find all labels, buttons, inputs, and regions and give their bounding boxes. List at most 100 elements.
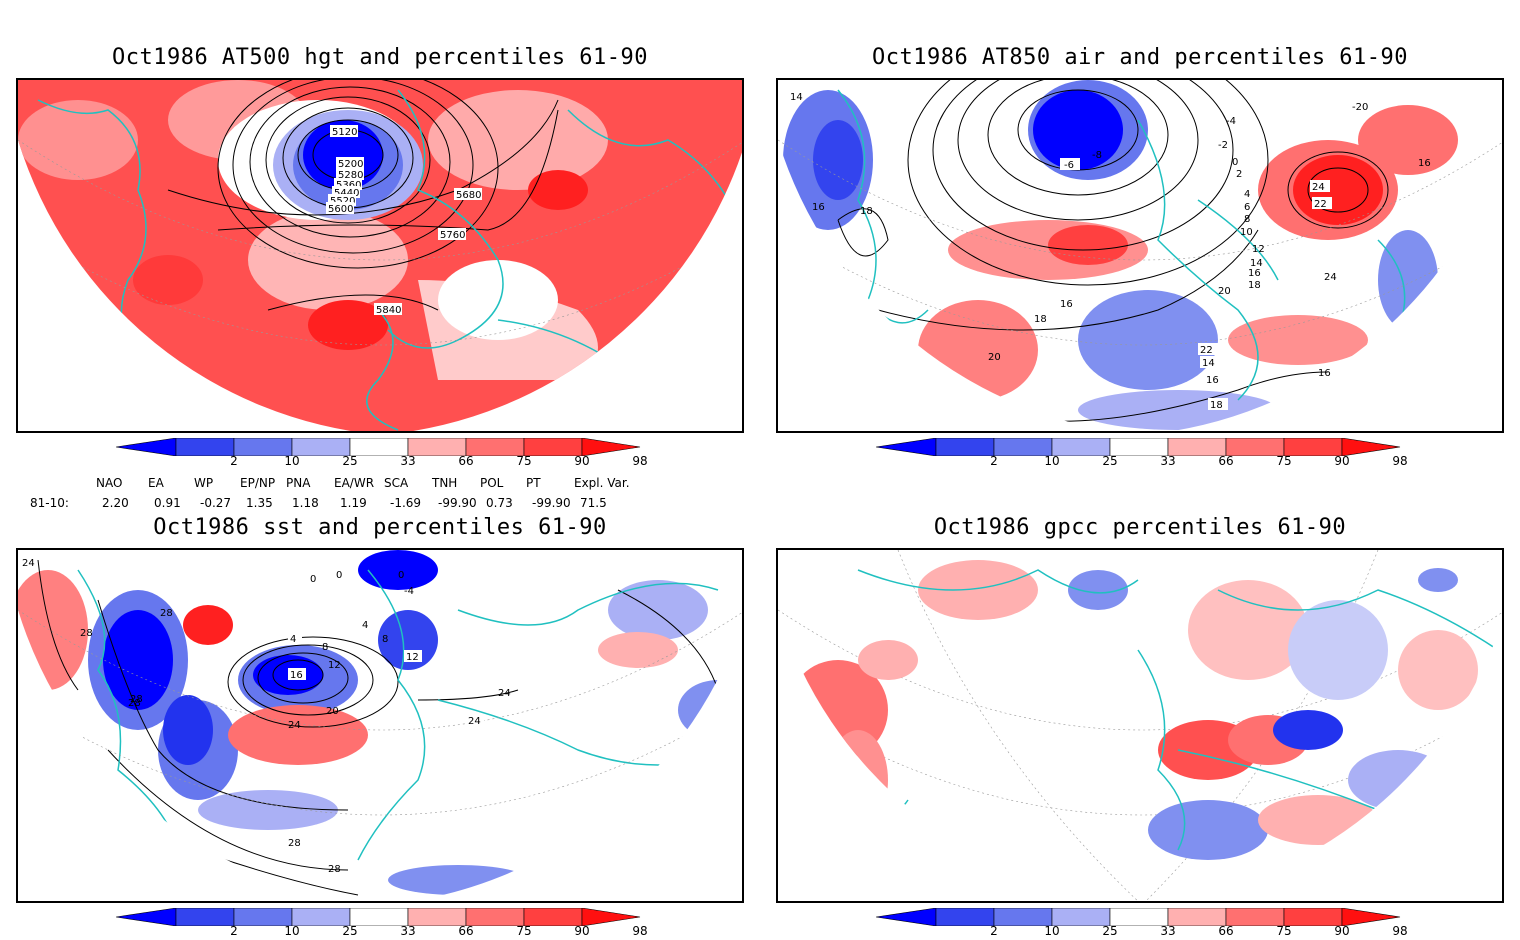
contour-label: 20 [988, 352, 1001, 363]
contour-label: 12 [406, 652, 419, 663]
map-hgt-svg: 5120 5200 5280 5360 5440 5520 5600 5680 … [18, 80, 742, 431]
index-value-cell: 1.35 [246, 496, 273, 510]
contour-label: 8 [382, 634, 388, 645]
colorbar-arrow-low [116, 438, 177, 456]
contour-label: 24 [468, 716, 481, 727]
colorbar-tick-label: 98 [632, 924, 648, 938]
contour-label: 5680 [456, 190, 481, 201]
colorbar-tick-label: 10 [284, 454, 300, 468]
colorbar-tick-label: 90 [1334, 454, 1350, 468]
colorbar-segment [291, 438, 351, 456]
contour-label: 16 [1060, 299, 1073, 310]
contour-label: 5840 [376, 305, 401, 316]
colorbar-tick-label: 75 [516, 454, 532, 468]
colorbar-tick-label: 66 [458, 924, 474, 938]
colorbar-segment [233, 438, 293, 456]
colorbar-tick-label: 90 [574, 924, 590, 938]
colorbar-segment [1051, 438, 1111, 456]
contour-label: 18 [860, 206, 873, 217]
colorbar-segment [465, 438, 525, 456]
map-gpcc-svg [778, 550, 1502, 901]
panel-title-air: Oct1986 AT850 air and percentiles 61-90 [871, 45, 1409, 70]
contour-label: 14 [1202, 358, 1215, 369]
contour-label: 24 [498, 688, 511, 699]
contour-label: 20 [1218, 286, 1231, 297]
index-header-cell: NAO [96, 476, 123, 490]
contour-label: 8 [1244, 214, 1250, 225]
colorbar-tick-label: 75 [1276, 924, 1292, 938]
colorbar-tick-label: 25 [342, 924, 358, 938]
contour-label: 24 [22, 558, 35, 569]
index-value-cell: -0.27 [200, 496, 232, 510]
contour-label: 5280 [338, 170, 363, 181]
colorbar-segment [175, 438, 235, 456]
contour-label: 6 [1244, 202, 1250, 213]
contour-label: 16 [1248, 268, 1261, 279]
colorbar-segment [349, 438, 409, 456]
index-value-cell: 0.73 [486, 496, 513, 510]
contour-label: 18 [1034, 314, 1047, 325]
colorbar-tick-label: 90 [1334, 924, 1350, 938]
contour-label: -4 [1226, 116, 1236, 127]
colorbar-segment [935, 438, 995, 456]
colorbar-tick-label: 25 [1102, 454, 1118, 468]
contour-label: 28 [160, 608, 173, 619]
contour-label: 28 [288, 838, 301, 849]
colorbar-tick-label: 75 [516, 924, 532, 938]
contour-label: 28 [328, 864, 341, 875]
contour-label: 16 [812, 202, 825, 213]
contour-label: 14 [1250, 258, 1263, 269]
map-gpcc [776, 548, 1504, 903]
colorbar-tick-label: 75 [1276, 454, 1292, 468]
colorbar-arrow-low [116, 908, 177, 926]
colorbar-segment [935, 908, 995, 926]
index-header-cell: TNH [432, 476, 458, 490]
contour-label: 4 [1244, 189, 1250, 200]
colorbar-tick-label: 25 [1102, 924, 1118, 938]
colorbar-tick-label: 2 [990, 924, 998, 938]
colorbar-tick-label: 2 [230, 454, 238, 468]
contour-label: 5600 [328, 204, 353, 215]
contour-label: 5520 [330, 196, 355, 207]
colorbar-arrow-low [876, 438, 937, 456]
colorbar-arrow-low [876, 908, 937, 926]
contour-label: 16 [1206, 375, 1219, 386]
contour-label: 18 [1210, 400, 1223, 411]
index-header-cell: WP [194, 476, 214, 490]
index-header-cell: PNA [286, 476, 311, 490]
index-header-cell: Expl. Var. [574, 476, 630, 490]
contour-label: 22 [1314, 199, 1327, 210]
map-sst-svg: 24 28 28 28 0 0 0 -4 4 8 4 8 12 16 12 20… [18, 550, 742, 901]
contour-label: 12 [1252, 244, 1265, 255]
colorbar-tick-label: 66 [1218, 924, 1234, 938]
colorbar-segment [291, 908, 351, 926]
contour-label: 4 [362, 620, 368, 631]
contour-label: 5360 [336, 180, 361, 191]
contour-label: 16 [1318, 368, 1331, 379]
contour-label: -20 [1352, 102, 1368, 113]
index-header-cell: EA [148, 476, 164, 490]
colorbar-segment [349, 908, 409, 926]
contour-label: 0 [398, 570, 404, 581]
colorbar-tick-label: 25 [342, 454, 358, 468]
colorbar-segment [993, 908, 1053, 926]
contour-label: 18 [1248, 280, 1261, 291]
colorbar-arrow-high [1341, 438, 1401, 456]
contour-label: 5760 [440, 230, 465, 241]
contour-label: -2 [1218, 140, 1228, 151]
contour-label: 10 [1240, 227, 1253, 238]
colorbar-segment [407, 908, 467, 926]
contour-label: 12 [328, 660, 341, 671]
colorbar-tick-label: 10 [1044, 454, 1060, 468]
index-header-cell: EA/WR [334, 476, 375, 490]
colorbar-tick-label: 66 [1218, 454, 1234, 468]
colorbar-segment [407, 438, 467, 456]
contour-label: 28 [130, 694, 143, 705]
index-value-cell: -99.90 [532, 496, 571, 510]
colorbar-tick-label: 90 [574, 454, 590, 468]
colorbar-tick-label: 98 [632, 454, 648, 468]
contour-label: -4 [404, 586, 414, 597]
contour-label: 16 [1418, 158, 1431, 169]
index-header-cell: EP/NP [240, 476, 276, 490]
colorbar-segment [1225, 908, 1285, 926]
